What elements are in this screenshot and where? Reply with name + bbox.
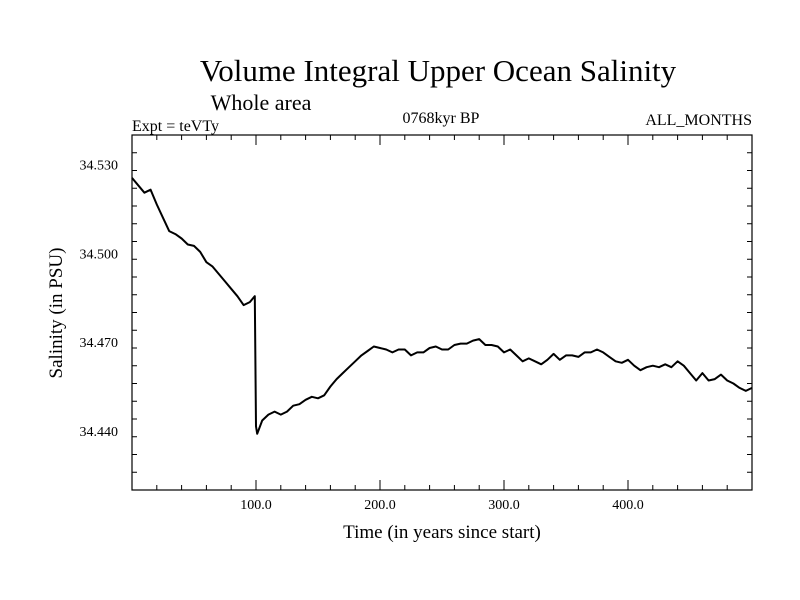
axis-tick-labels: 100.0 200.0 300.0 400.0 34.440 34.470 34.500 34… xyxy=(80,159,644,513)
y-axis-label: Salinity (in PSU) xyxy=(46,248,67,379)
x-tick-label: 300.0 xyxy=(488,498,520,513)
x-tick-label: 400.0 xyxy=(612,498,644,513)
plot-frame xyxy=(131,134,753,491)
x-tick-label: 100.0 xyxy=(240,498,272,513)
y-tick-label: 34.440 xyxy=(80,425,119,440)
series-layer xyxy=(131,177,753,435)
x-tick-label: 200.0 xyxy=(364,498,396,513)
axis-ticks xyxy=(132,135,752,490)
y-tick-label: 34.530 xyxy=(80,159,119,174)
period-label: 0768kyr BP xyxy=(403,110,480,127)
y-tick-label: 34.500 xyxy=(80,247,119,262)
y-tick-label: 34.470 xyxy=(80,336,119,351)
experiment-label: Expt = teVTy xyxy=(132,118,219,135)
months-label: ALL_MONTHS xyxy=(645,112,752,129)
chart-subtitle: Whole area xyxy=(211,90,312,115)
x-axis-label: Time (in years since start) xyxy=(343,522,541,543)
chart-title: Volume Integral Upper Ocean Salinity xyxy=(200,53,677,88)
salinity-series-line xyxy=(131,177,753,435)
